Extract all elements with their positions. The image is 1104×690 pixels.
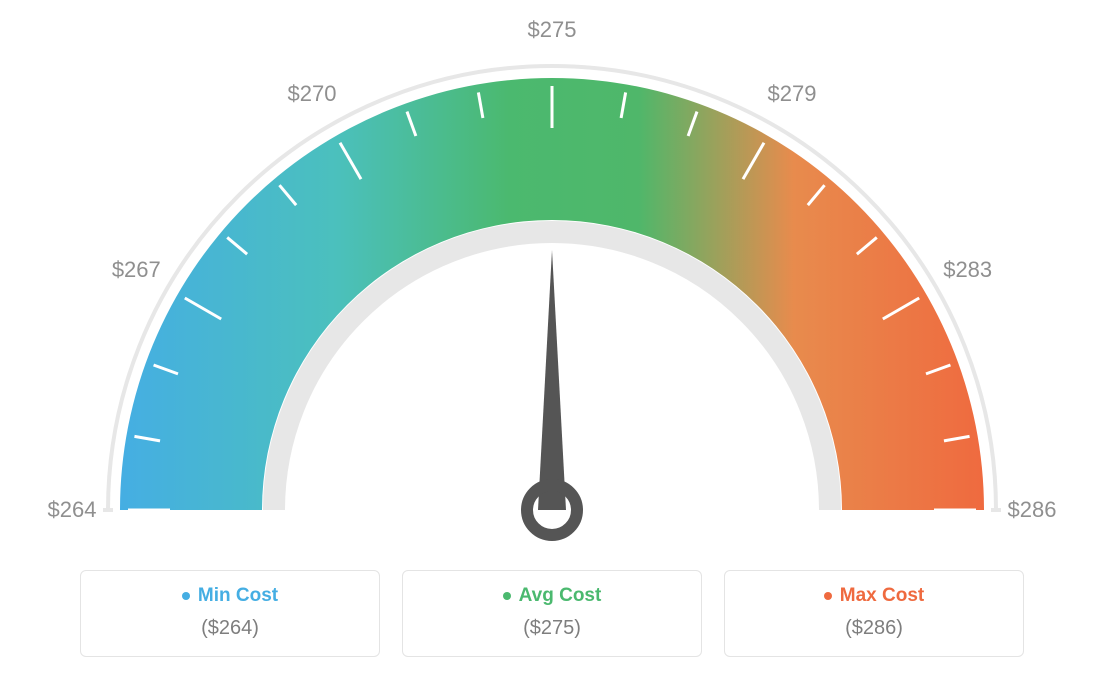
legend-min-title: Min Cost [81,585,379,607]
legend-avg-title: Avg Cost [403,585,701,607]
gauge-tick-label: $279 [768,81,817,107]
legend-max-title: Max Cost [725,585,1023,607]
gauge-svg [0,0,1104,560]
legend-max-label: Max Cost [840,585,924,606]
legend-min: Min Cost ($264) [80,570,380,657]
legend-min-dot [182,592,190,600]
legend-avg: Avg Cost ($275) [402,570,702,657]
legend-min-value: ($264) [81,617,379,640]
legend-max-value: ($286) [725,617,1023,640]
legend-avg-label: Avg Cost [519,585,602,606]
legend-avg-dot [503,592,511,600]
gauge-tick-label: $264 [48,497,97,523]
gauge-tick-label: $275 [528,17,577,43]
legend-max-dot [824,592,832,600]
legend-min-label: Min Cost [198,585,278,606]
gauge-tick-label: $270 [288,81,337,107]
legend-row: Min Cost ($264) Avg Cost ($275) Max Cost… [0,570,1104,657]
gauge-tick-label: $267 [112,257,161,283]
legend-avg-value: ($275) [403,617,701,640]
cost-gauge: $264 $267 $270 $275 $279 $283 $286 [0,0,1104,560]
gauge-tick-label: $286 [1008,497,1057,523]
gauge-tick-label: $283 [943,257,992,283]
legend-max: Max Cost ($286) [724,570,1024,657]
